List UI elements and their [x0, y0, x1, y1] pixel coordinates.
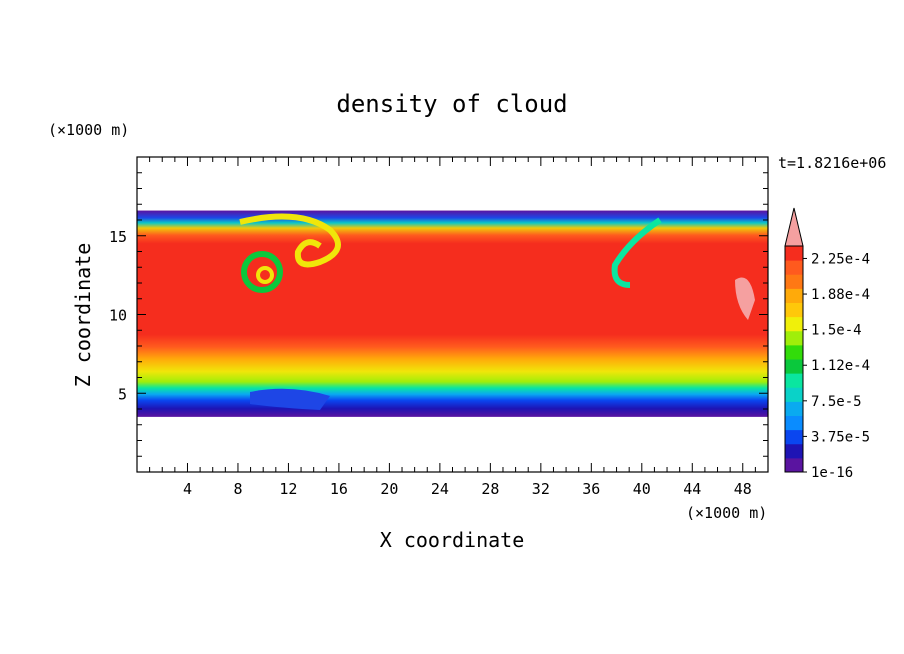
- eddy-left: [241, 251, 283, 293]
- colorbar-band: [785, 387, 803, 402]
- colorbar-band: [785, 344, 803, 360]
- x-tick-label: 40: [633, 480, 651, 498]
- time-label: t=1.8216e+06: [778, 154, 886, 172]
- colorbar: 1e-16 3.75e-5 7.5e-5 1.12e-4 1.5e-4 1.88e-4 2.…: [784, 207, 870, 481]
- x-tick-label: 44: [683, 480, 701, 498]
- lower-blue-patch: [250, 388, 330, 410]
- colorbar-label: 1.5e-4: [811, 323, 862, 339]
- eddy-right: [611, 217, 662, 288]
- cloud-field: [137, 210, 768, 417]
- colorbar-band: [785, 246, 803, 261]
- colorbar-band: [785, 401, 803, 416]
- x-tick-label: 20: [380, 480, 398, 498]
- y-unit-label: (×1000 m): [48, 121, 129, 139]
- y-axis-label: Z coordinate: [71, 243, 95, 388]
- colorbar-band: [785, 288, 803, 303]
- x-tick-label: 24: [431, 480, 449, 498]
- colorbar-band: [785, 316, 803, 332]
- colorbar-band: [785, 330, 803, 346]
- colorbar-band: [785, 260, 803, 275]
- y-tick-label: 10: [109, 307, 127, 325]
- colorbar-band: [785, 457, 803, 473]
- cloud-top-eddy: [239, 213, 341, 268]
- right-edge-highlight: [735, 277, 755, 320]
- y-tick-label: 15: [109, 228, 127, 246]
- x-unit-label: (×1000 m): [686, 504, 767, 522]
- x-tick-label: 32: [532, 480, 550, 498]
- y-tick-label: 5: [118, 385, 127, 403]
- x-tick-label: 48: [734, 480, 752, 498]
- plot-area: [137, 210, 768, 417]
- colorbar-band: [785, 359, 803, 374]
- x-tick-label: 12: [279, 480, 297, 498]
- colorbar-label: 1e-16: [811, 465, 853, 481]
- colorbar-label: 3.75e-5: [811, 429, 870, 445]
- eddy-left-core: [256, 266, 274, 284]
- x-axis-label: X coordinate: [380, 528, 525, 552]
- colorbar-label: 1.88e-4: [811, 287, 870, 303]
- colorbar-extend-arrow: [784, 207, 804, 247]
- x-tick-label: 4: [183, 480, 192, 498]
- colorbar-label: 2.25e-4: [811, 251, 870, 267]
- colorbar-band: [785, 443, 803, 459]
- colorbar-band: [785, 373, 803, 388]
- colorbar-band: [785, 429, 803, 445]
- x-tick-label: 28: [481, 480, 499, 498]
- colorbar-label: 1.12e-4: [811, 358, 870, 374]
- colorbar-band: [785, 302, 803, 318]
- colorbar-label: 7.5e-5: [811, 394, 862, 410]
- x-tick-label: 36: [582, 480, 600, 498]
- chart-title: density of cloud: [336, 90, 567, 118]
- x-tick-label: 8: [233, 480, 242, 498]
- x-tick-label: 16: [330, 480, 348, 498]
- colorbar-band: [785, 415, 803, 431]
- colorbar-band: [785, 274, 803, 289]
